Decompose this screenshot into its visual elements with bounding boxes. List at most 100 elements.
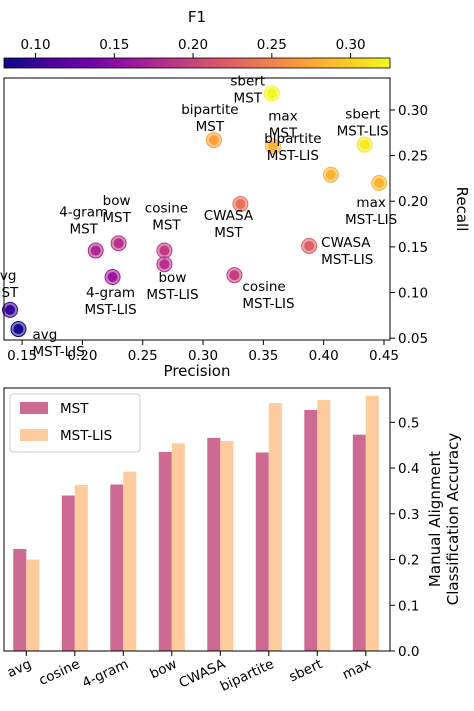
bar-y-label: Manual Alignment Classification Accuracy bbox=[426, 433, 462, 606]
x-tick-label: 0.30 bbox=[188, 348, 218, 364]
x-tick-label: 0.45 bbox=[369, 348, 399, 364]
bar-mst-lis bbox=[171, 443, 185, 651]
scatter-point-label: MST bbox=[196, 119, 225, 135]
colorbar: F1 0.10 0.15 0.20 0.25 0.30 bbox=[3, 8, 391, 69]
y-tick-label: 0.4 bbox=[398, 461, 419, 477]
scatter-x-label: Precision bbox=[164, 362, 231, 380]
y-tick-label: 0.15 bbox=[398, 240, 428, 256]
scatter-point-label: MST-LIS bbox=[345, 212, 397, 228]
scatter-point bbox=[267, 141, 278, 152]
bar-mst-lis bbox=[123, 471, 137, 651]
bar-mst bbox=[304, 409, 318, 651]
scatter-point-label: MST bbox=[234, 91, 263, 107]
scatter-point-label: MST-LIS bbox=[242, 296, 294, 312]
scatter-point-label: 4-gram bbox=[86, 285, 135, 301]
colorbar-gradient bbox=[3, 57, 391, 69]
scatter-point-label: MST-LIS bbox=[146, 287, 198, 303]
x-tick-label: avg bbox=[5, 656, 34, 681]
scatter-point-label: max bbox=[356, 195, 385, 211]
scatter-point-label: MST-LIS bbox=[337, 124, 389, 140]
legend-swatch-mst bbox=[20, 402, 48, 414]
scatter-point-label: MST bbox=[102, 210, 131, 226]
bar-mst bbox=[352, 434, 366, 651]
scatter-point bbox=[208, 135, 219, 146]
scatter-point bbox=[159, 259, 170, 270]
colorbar-ticks: 0.10 0.15 0.20 0.25 0.30 bbox=[20, 37, 366, 58]
scatter-point bbox=[304, 240, 315, 251]
scatter-y-label: Recall bbox=[453, 187, 471, 232]
x-tick-label: 0.40 bbox=[309, 348, 339, 364]
colorbar-label: F1 bbox=[188, 8, 206, 26]
bar-mst-lis bbox=[74, 484, 88, 651]
scatter-points: avgMSTavgMST-LIS4-gramMSTbowMST4-gramMST… bbox=[0, 74, 397, 361]
colorbar-tick-label: 0.30 bbox=[336, 37, 366, 53]
y-tick-label: 0.1 bbox=[398, 598, 419, 614]
scatter-point-label: sbert bbox=[230, 74, 265, 90]
scatter-point bbox=[107, 272, 118, 283]
y-tick-label: 0.0 bbox=[398, 644, 419, 660]
scatter-point-label: bow bbox=[158, 270, 186, 286]
scatter-point-label: MST bbox=[152, 218, 181, 234]
bar-y-label-line2: Classification Accuracy bbox=[444, 433, 462, 606]
x-tick-label: cosine bbox=[36, 656, 82, 689]
x-tick-label: bipartite bbox=[218, 656, 277, 695]
bars bbox=[13, 395, 379, 651]
scatter-point-label: avg bbox=[0, 268, 16, 284]
colorbar-tick-label: 0.20 bbox=[178, 37, 208, 53]
colorbar-tick-label: 0.25 bbox=[257, 37, 287, 53]
scatter-point-label: sbert bbox=[345, 107, 380, 123]
colorbar-tick-label: 0.10 bbox=[20, 37, 50, 53]
x-tick-label: 0.15 bbox=[7, 348, 37, 364]
scatter-y-ticks: 0.05 0.10 0.15 0.20 0.25 0.30 bbox=[390, 103, 428, 347]
y-tick-label: 0.20 bbox=[398, 194, 428, 210]
scatter-point-label: MST-LIS bbox=[321, 252, 373, 268]
scatter-point bbox=[229, 270, 240, 281]
bar-mst bbox=[110, 484, 124, 651]
scatter-point-label: avg bbox=[32, 327, 57, 343]
scatter-point-label: CWASA bbox=[204, 208, 254, 224]
bar-mst bbox=[61, 495, 75, 651]
legend: MST MST-LIS bbox=[9, 393, 141, 453]
scatter-point-label: MST-LIS bbox=[32, 344, 84, 360]
scatter-point bbox=[90, 245, 101, 256]
scatter-point-label: MST bbox=[69, 222, 98, 238]
scatter-point-label: MST-LIS bbox=[267, 148, 319, 164]
y-tick-label: 0.30 bbox=[398, 103, 428, 119]
scatter-point-label: bow bbox=[103, 193, 131, 209]
scatter-point bbox=[5, 304, 16, 315]
x-tick-label: 0.35 bbox=[248, 348, 278, 364]
scatter-point bbox=[325, 169, 336, 180]
scatter-point-label: 4-gram bbox=[59, 205, 108, 221]
scatter-point-label: MST bbox=[269, 125, 298, 141]
scatter-frame bbox=[3, 77, 391, 341]
y-tick-label: 0.2 bbox=[398, 553, 419, 569]
scatter-x-ticks: 0.15 0.20 0.25 0.30 0.35 0.40 0.45 bbox=[7, 340, 399, 364]
bar-mst bbox=[255, 452, 269, 651]
scatter-point bbox=[266, 88, 277, 99]
scatter-chart: avgMSTavgMST-LIS4-gramMSTbowMST4-gramMST… bbox=[0, 74, 471, 380]
bar-y-label-line1: Manual Alignment bbox=[426, 451, 444, 587]
bar-mst-lis bbox=[365, 395, 379, 651]
scatter-point bbox=[159, 245, 170, 256]
scatter-point-label: max bbox=[268, 108, 297, 124]
scatter-point bbox=[13, 324, 24, 335]
bar-mst bbox=[13, 549, 27, 651]
scatter-point-label: cosine bbox=[242, 279, 285, 295]
y-tick-label: 0.5 bbox=[398, 415, 419, 431]
